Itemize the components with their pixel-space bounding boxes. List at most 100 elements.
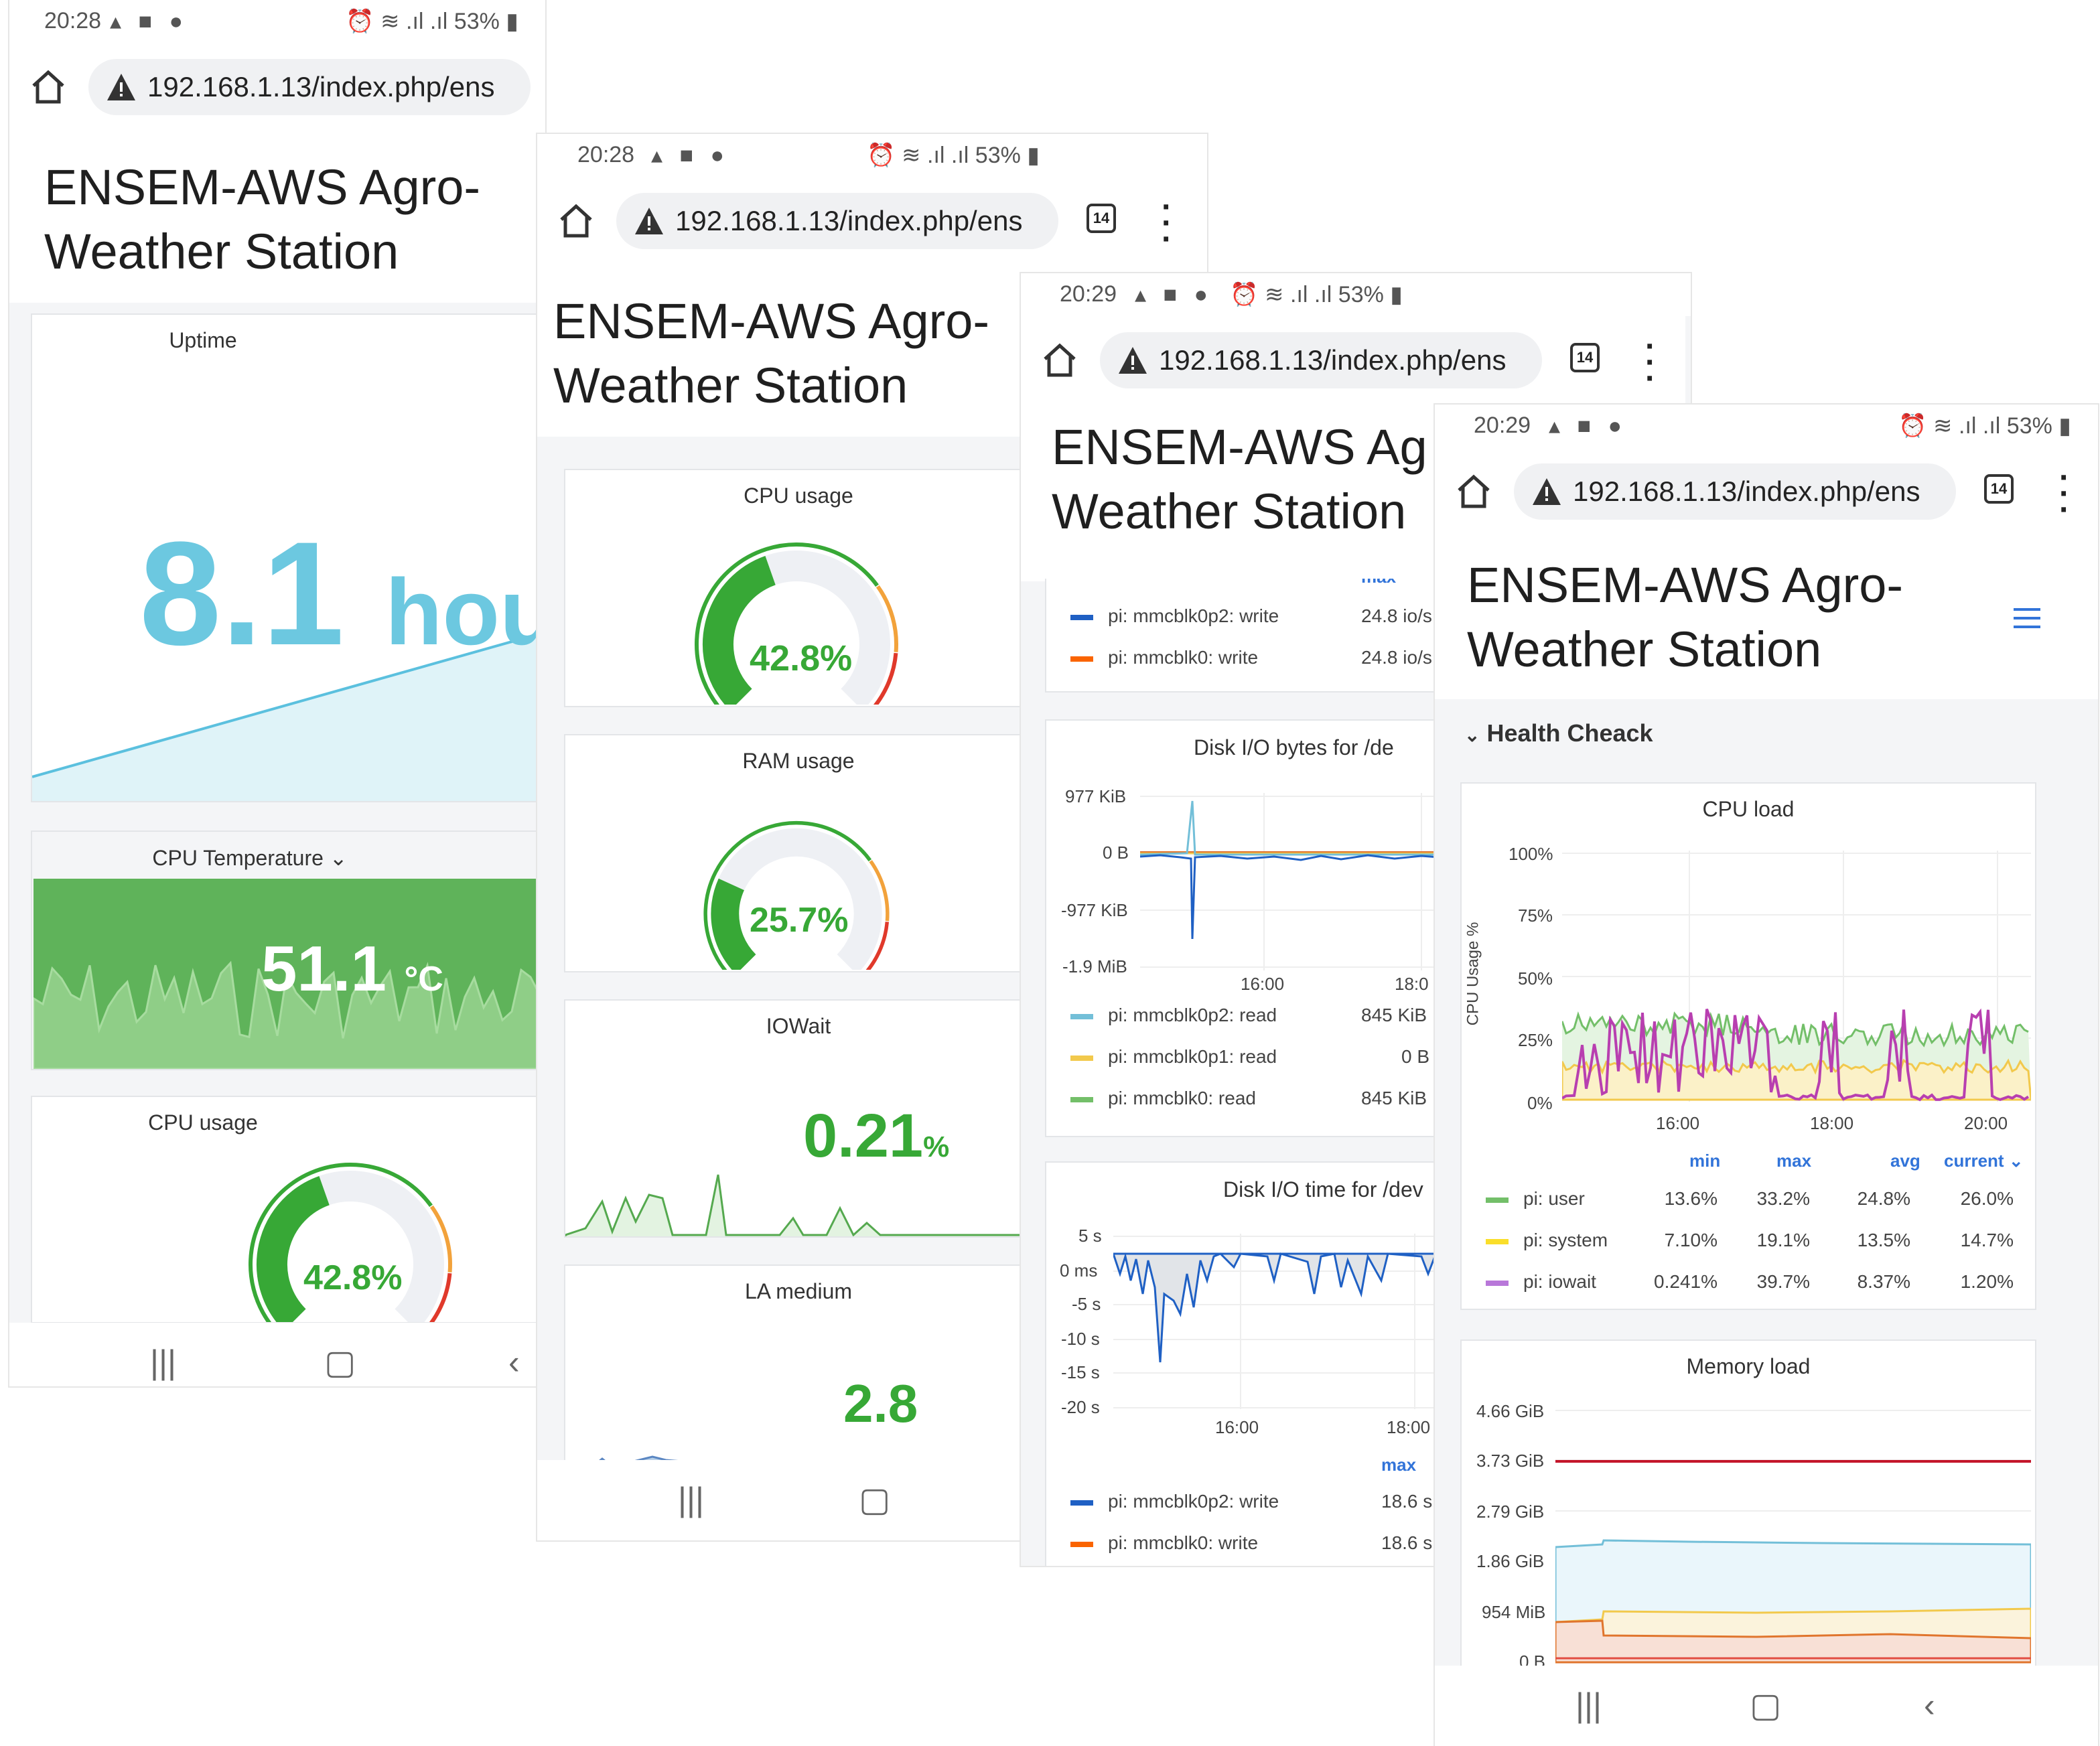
page-header: ENSEM-AWS Agro- Weather Station [1435, 538, 2098, 699]
legend-value: 24.8 io/s [1361, 647, 1432, 668]
column-header-max[interactable]: max [1776, 1151, 1812, 1171]
cpu-load-chart [1562, 851, 2031, 1102]
address-bar[interactable]: 192.168.1.13/index.php/ens [616, 193, 1058, 249]
recent-apps-button[interactable]: ||| [678, 1481, 704, 1518]
la-medium-value: 2.8 [843, 1374, 918, 1433]
memory-load-panel: Memory load 4.66 GiB 3.73 GiB 2.79 GiB 1… [1460, 1339, 2036, 1681]
x-tick: 16:00 [1215, 1417, 1259, 1437]
back-button[interactable]: ‹ [508, 1343, 520, 1381]
home-icon[interactable] [1454, 471, 1494, 512]
column-header-avg[interactable]: avg [1890, 1151, 1920, 1171]
cpu-usage-panel: CPU usage 42.8% [31, 1096, 545, 1323]
address-bar[interactable]: 192.168.1.13/index.php/ens [1514, 463, 1956, 520]
tab-switcher-icon[interactable]: 14 [1570, 343, 1600, 372]
panel-title: RAM usage [742, 749, 855, 773]
home-icon[interactable] [28, 67, 68, 107]
uptime-value: 8.1 hou [139, 509, 545, 678]
cpu-usage-value: 42.8% [303, 1258, 403, 1297]
y-tick: -1.9 MiB [1062, 956, 1127, 976]
cpu-usage-value: 42.8% [750, 638, 853, 678]
chevron-down-icon[interactable]: ⌄ [329, 846, 348, 870]
home-button[interactable]: ▢ [859, 1481, 891, 1518]
address-bar[interactable]: 192.168.1.13/index.php/ens [1100, 332, 1542, 388]
y-tick: 50% [1518, 968, 1553, 989]
y-tick: 100% [1509, 844, 1553, 864]
browser-toolbar: 192.168.1.13/index.php/ens 14 ··· [537, 177, 1207, 271]
y-tick: 3.73 GiB [1476, 1451, 1545, 1471]
home-icon[interactable] [1040, 340, 1080, 380]
legend-avg-value: 24.8% [1857, 1188, 1910, 1209]
legend-item[interactable]: pi: user [1486, 1188, 1585, 1210]
legend-max-header: max [1381, 1455, 1417, 1475]
recent-apps-button[interactable]: ||| [1576, 1686, 1602, 1724]
panel-title: Memory load [1686, 1354, 1811, 1378]
x-tick: 20:00 [1964, 1113, 2008, 1133]
x-tick: 18:00 [1387, 1417, 1431, 1437]
battery-level: 53% [975, 143, 1021, 168]
y-tick: 954 MiB [1482, 1602, 1546, 1622]
browser-toolbar: 192.168.1.13/index.php/ens 14 ··· [1021, 316, 1685, 410]
panel-title: CPU usage [744, 484, 853, 508]
status-right: ⏰ ≋ .ıl .ıl 53% ▮ [867, 143, 1040, 168]
status-bar: 20:28 ▴ ■ ● ⏰ ≋ .ıl .ıl 53% ▮ [537, 134, 1207, 177]
legend-max-value: 33.2% [1756, 1188, 1810, 1209]
home-icon[interactable] [556, 201, 596, 241]
y-tick: -977 KiB [1061, 900, 1128, 920]
home-button[interactable]: ▢ [1750, 1686, 1782, 1724]
warning-icon [635, 208, 663, 234]
warning-icon [107, 74, 135, 100]
ram-usage-panel: RAM usage 25.7% [564, 734, 1033, 972]
y-axis-label: CPU Usage % [1464, 922, 1482, 1026]
panel-title: Disk I/O time for /dev [1223, 1177, 1423, 1202]
y-tick: 977 KiB [1065, 786, 1127, 806]
page-title: ENSEM-AWS Agro- Weather Station [1467, 557, 1904, 677]
more-menu-icon[interactable]: · · · [1645, 329, 1656, 396]
legend-item[interactable]: pi: iowait [1486, 1271, 1596, 1293]
legend-max-value: 39.7% [1756, 1271, 1810, 1292]
back-button[interactable]: ‹ [1924, 1686, 1935, 1724]
panel-title: CPU load [1702, 797, 1795, 821]
hamburger-menu-icon[interactable] [2014, 608, 2040, 628]
notification-icons: ▴ ■ ● [110, 9, 189, 34]
y-tick: 0 ms [1060, 1260, 1098, 1281]
more-menu-icon[interactable]: · · · [1162, 190, 1172, 257]
memory-load-chart [1555, 1410, 2031, 1664]
cpu-usage-panel: CPU usage 42.8% [564, 469, 1033, 707]
address-bar[interactable]: 192.168.1.13/index.php/ens [88, 59, 531, 115]
browser-toolbar: 192.168.1.13/index.php/ens 14 ··· [9, 43, 545, 137]
column-header-min[interactable]: min [1689, 1151, 1721, 1171]
y-tick: 4.66 GiB [1476, 1401, 1545, 1421]
legend-min-value: 0.241% [1654, 1271, 1718, 1292]
more-menu-icon[interactable]: · · · [2059, 460, 2070, 528]
status-time: 20:29 [1474, 413, 1531, 438]
legend-item[interactable]: pi: system [1486, 1230, 1608, 1251]
section-title: Health Cheack [1486, 719, 1653, 747]
legend-item: pi: mmcblk0p2: write [1070, 605, 1279, 627]
x-tick: 18:00 [1810, 1113, 1854, 1133]
legend-item: pi: mmcblk0p2: read [1070, 1005, 1277, 1026]
legend-value: 845 KiB [1361, 1088, 1427, 1108]
panel-title: IOWait [766, 1014, 831, 1038]
legend-max-header: max [1361, 579, 1396, 587]
status-right: ⏰ ≋ .ıl .ıl 53% ▮ [1230, 282, 1403, 307]
tab-switcher-icon[interactable]: 14 [1984, 474, 2014, 504]
iowait-value: 0.21% [803, 1102, 950, 1170]
legend-item: pi: mmcblk0: write [1070, 1532, 1258, 1554]
recent-apps-button[interactable]: ||| [150, 1343, 176, 1381]
battery-level: 53% [2006, 413, 2052, 439]
temperature-unit: °C [404, 960, 443, 999]
y-tick: -20 s [1061, 1397, 1100, 1417]
tab-switcher-icon[interactable]: 14 [1087, 204, 1116, 233]
panel-title: CPU Temperature ⌄ [152, 846, 348, 870]
notification-icons: ▴ ■ ● [651, 143, 730, 168]
url-text: 192.168.1.13/index.php/ens [1159, 344, 1507, 376]
ram-usage-gauge [703, 820, 890, 970]
status-right: ⏰ ≋ .ıl .ıl 53% ▮ [1898, 413, 2071, 439]
y-tick: 1.86 GiB [1476, 1551, 1545, 1571]
column-header-current[interactable]: current ⌄ [1944, 1151, 2024, 1171]
section-header[interactable]: ⌄ Health Cheack [1464, 719, 1653, 747]
home-button[interactable]: ▢ [324, 1343, 356, 1381]
legend-min-value: 13.6% [1664, 1188, 1718, 1209]
temperature-stat: 51.1 °C [33, 879, 545, 1069]
uptime-unit: hou [384, 559, 545, 664]
